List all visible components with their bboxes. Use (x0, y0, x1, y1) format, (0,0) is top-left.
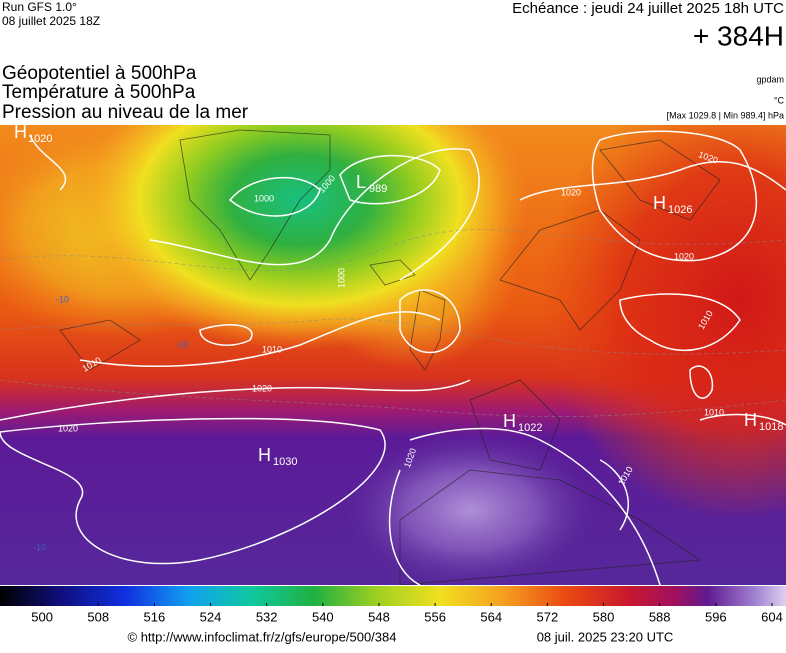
colorbar-tick-label: 556 (424, 609, 446, 624)
isobar-label: 1020 (674, 251, 694, 261)
center-value: 1030 (273, 456, 297, 468)
unit: °C (774, 95, 785, 105)
isobar-label: 1010 (262, 344, 282, 354)
colorbar-tick-label: 548 (368, 609, 390, 624)
colorbar-tick-label: 588 (649, 609, 671, 624)
colorbar-tick-label: 540 (312, 609, 334, 624)
colorbar-tick-label: 580 (593, 609, 615, 624)
colorbar-tick-label: 564 (480, 609, 502, 624)
title: Géopotentiel à 500hPa (2, 63, 197, 84)
isobar-label: 1000 (336, 268, 346, 288)
temperature-label: -10 (176, 339, 189, 349)
colorbar-tick-label: 596 (705, 609, 727, 624)
center-type: H (14, 122, 27, 142)
map (0, 125, 786, 585)
colorbar-tick-label: 500 (31, 609, 53, 624)
colorbar-tick-label: 604 (761, 609, 783, 624)
generated: 08 juil. 2025 23:20 UTC (537, 629, 674, 644)
unit: [Max 1029.8 | Min 989.4] hPa (667, 110, 784, 120)
lead: + 384H (693, 20, 784, 51)
center-type: H (503, 411, 516, 431)
center-value: 1020 (28, 133, 52, 145)
header: Run GFS 1.0° 08 juillet 2025 18Z Echéanc… (2, 0, 784, 123)
colorbar-tick-label: 572 (537, 609, 559, 624)
run: Run GFS 1.0° (2, 0, 77, 14)
center-value: 1022 (518, 422, 542, 434)
isobar-label: 1000 (254, 193, 274, 203)
colorbar-tick-label: 516 (144, 609, 166, 624)
colorbar-tick-label: 508 (87, 609, 109, 624)
url: © http://www.infoclimat.fr/z/gfs/europe/… (128, 629, 397, 644)
isobar-label: 1020 (561, 187, 581, 197)
colorbar-tick-label: 524 (200, 609, 222, 624)
run-date: 08 juillet 2025 18Z (2, 14, 100, 28)
map-labels: H 1020 L 989 H 1026 H 1030 H 1022 H 1018 1000 … (14, 122, 783, 553)
center-type: H (744, 410, 757, 430)
temperature-label: -10 (56, 294, 69, 304)
unit: gpdam (756, 74, 784, 84)
center-type: H (258, 445, 271, 465)
center-value: 1018 (759, 421, 783, 433)
center-type: L (356, 172, 366, 192)
colorbar-tick-label: 532 (256, 609, 278, 624)
colorbar-ticks: 500 508 516 524 532 540 548 556 564 572 580 588 596 6… (31, 603, 783, 624)
isobar-label: 1020 (252, 383, 272, 393)
title: Température à 500hPa (2, 82, 196, 103)
isobar-label: 1010 (704, 407, 724, 417)
center-value: 1026 (668, 204, 692, 216)
center-type: H (653, 193, 666, 213)
forecast-time: Echéance : jeudi 24 juillet 2025 18h UTC (512, 0, 784, 17)
title: Pression au niveau de la mer (2, 102, 249, 123)
colorbar (0, 586, 786, 606)
temperature-label: -10 (33, 542, 46, 552)
center-value: 989 (369, 183, 387, 195)
isobar-label: 1020 (58, 423, 78, 433)
